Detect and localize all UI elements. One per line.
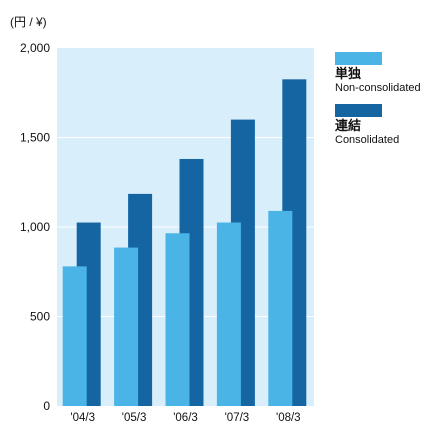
y-tick-label: 1,000 [20,220,50,234]
x-axis: '04/3 '05/3 '06/3 '07/3 '08/3 [70,412,300,421]
legend-label-ja: 単独 [335,67,362,82]
y-unit-label: (円 / ¥) [10,15,47,29]
bar-non-consolidated [268,210,293,406]
bars [62,79,307,406]
x-tick-label: '06/3 [173,412,198,421]
y-axis: 0 500 1,000 1,500 2,000 [20,41,50,413]
legend-label-en: Consolidated [335,134,400,146]
bar-non-consolidated [114,247,139,406]
x-tick-label: '05/3 [122,412,147,421]
legend-label-en: Non-consolidated [335,82,421,94]
x-tick-label: '04/3 [70,412,95,421]
legend-label-ja: 連結 [335,119,362,134]
legend-item-non-consolidated: 単独 Non-consolidated [335,52,432,94]
bar-non-consolidated [62,266,87,406]
legend-swatch-non-consolidated [335,52,382,65]
legend-swatch-consolidated [335,104,382,117]
legend-item-consolidated: 連結 Consolidated [335,104,432,146]
bar-non-consolidated [216,222,241,406]
x-tick-label: '08/3 [276,412,301,421]
y-tick-label: 0 [43,399,50,413]
bar-non-consolidated [165,233,190,406]
x-tick-label: '07/3 [225,412,250,421]
y-tick-label: 1,500 [20,131,50,145]
y-tick-label: 500 [30,310,50,324]
y-tick-label: 2,000 [20,41,50,55]
